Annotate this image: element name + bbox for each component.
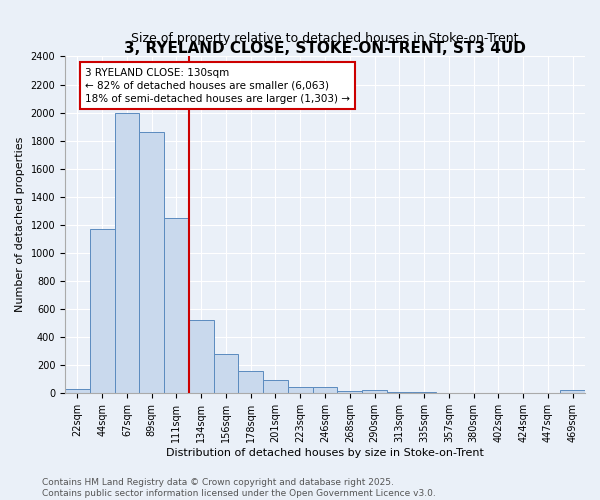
Bar: [65, 390, 90, 393]
Bar: [115, 112, 139, 393]
Text: Contains HM Land Registry data © Crown copyright and database right 2025.
Contai: Contains HM Land Registry data © Crown c…: [42, 478, 436, 498]
Bar: [387, 392, 412, 393]
Y-axis label: Number of detached properties: Number of detached properties: [15, 137, 25, 312]
Bar: [139, 132, 164, 393]
Bar: [90, 229, 115, 393]
Bar: [288, 386, 313, 393]
Bar: [560, 390, 585, 393]
Bar: [164, 218, 189, 393]
Bar: [238, 371, 263, 393]
Bar: [362, 390, 387, 393]
Text: Size of property relative to detached houses in Stoke-on-Trent: Size of property relative to detached ho…: [131, 32, 519, 44]
Bar: [263, 380, 288, 393]
Bar: [337, 390, 362, 393]
Title: 3, RYELAND CLOSE, STOKE-ON-TRENT, ST3 4UD: 3, RYELAND CLOSE, STOKE-ON-TRENT, ST3 4U…: [124, 42, 526, 56]
Bar: [214, 354, 238, 393]
X-axis label: Distribution of detached houses by size in Stoke-on-Trent: Distribution of detached houses by size …: [166, 448, 484, 458]
Bar: [189, 320, 214, 393]
Text: 3 RYELAND CLOSE: 130sqm
← 82% of detached houses are smaller (6,063)
18% of semi: 3 RYELAND CLOSE: 130sqm ← 82% of detache…: [85, 68, 350, 104]
Bar: [313, 387, 337, 393]
